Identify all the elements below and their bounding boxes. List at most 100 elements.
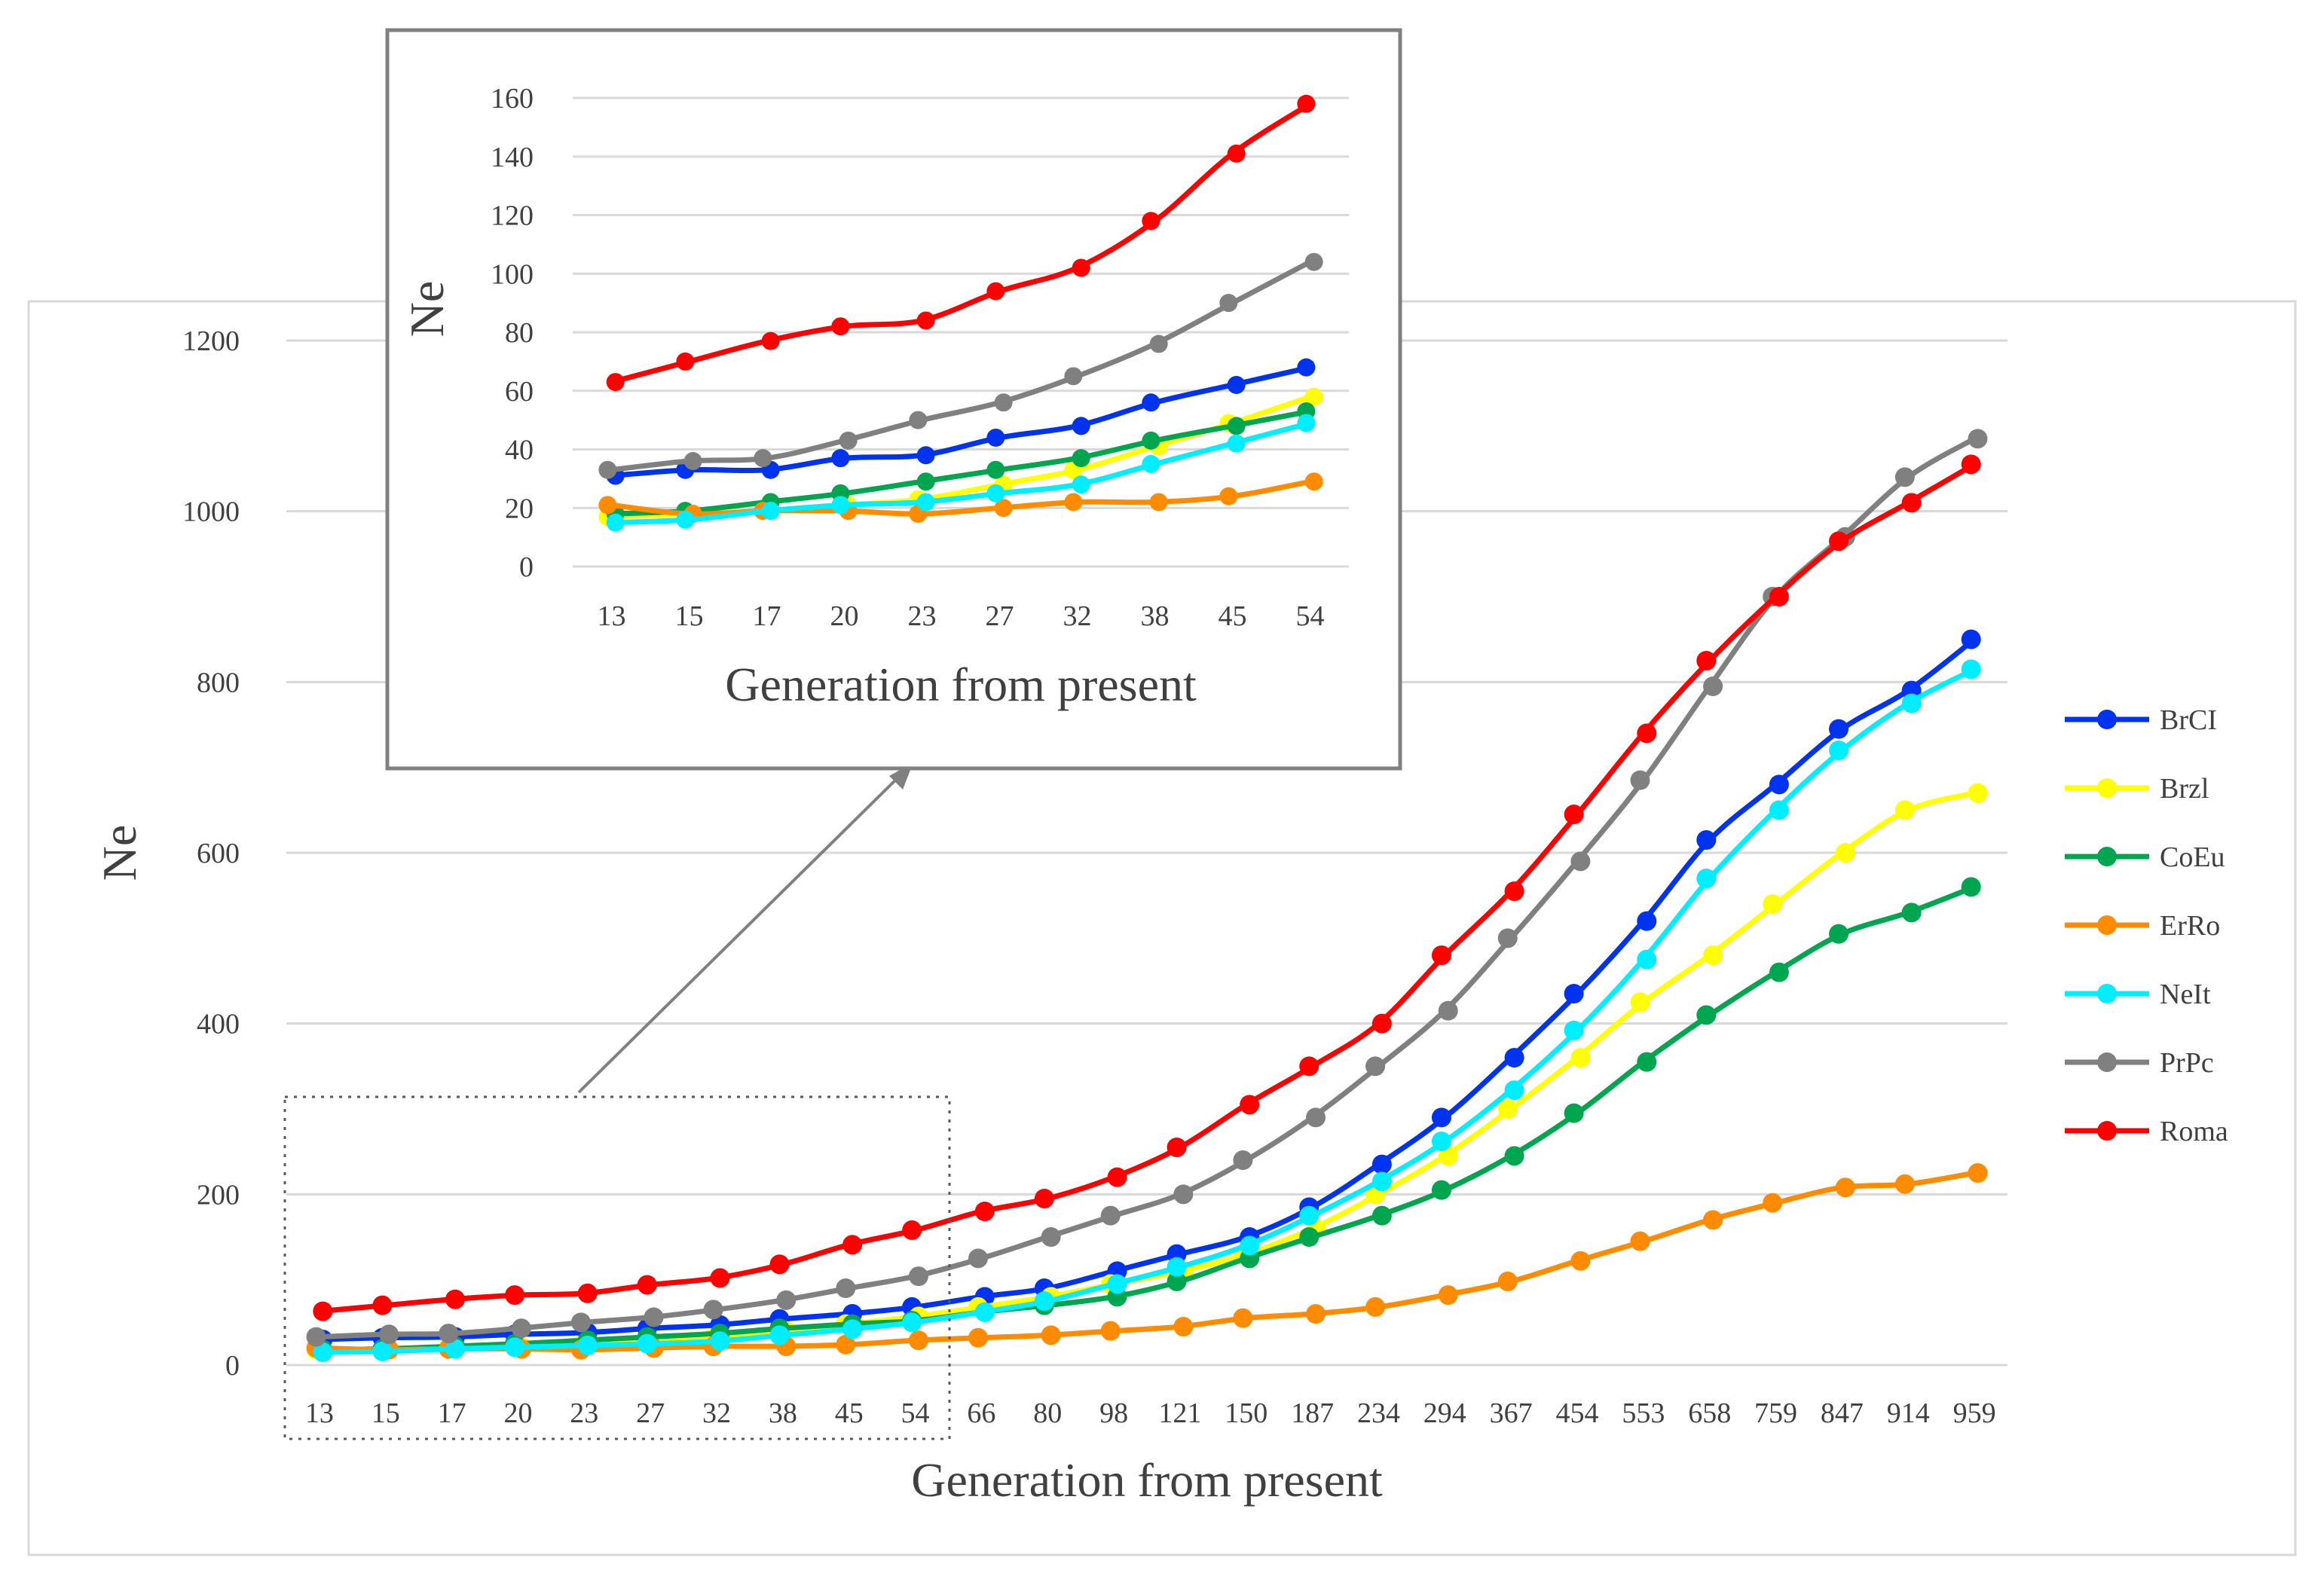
main-data-point — [902, 1220, 922, 1240]
main-x-tick-label: 367 — [1490, 1397, 1533, 1429]
main-data-point — [1034, 1291, 1054, 1311]
main-data-point — [1431, 1180, 1451, 1200]
main-x-tick-label: 234 — [1357, 1397, 1400, 1429]
inset-series-line — [609, 408, 1313, 517]
inset-data-point — [1072, 258, 1090, 277]
main-data-point — [577, 1283, 598, 1303]
main-data-point — [306, 1327, 326, 1347]
inset-y-tick-label: 60 — [505, 376, 534, 408]
inset-data-point — [1219, 294, 1238, 313]
main-data-point — [505, 1337, 525, 1358]
main-data-point — [842, 1235, 863, 1255]
main-data-point — [1041, 1227, 1061, 1247]
main-data-point — [1894, 1174, 1915, 1194]
main-x-tick-label: 454 — [1556, 1397, 1599, 1429]
main-x-tick-label: 847 — [1821, 1397, 1864, 1429]
main-y-tick-label: 600 — [197, 838, 240, 869]
main-data-point — [1703, 945, 1723, 965]
legend-label: NeIt — [2160, 979, 2211, 1010]
inset-data-point — [1219, 487, 1238, 505]
main-data-point — [1167, 1257, 1187, 1277]
main-data-point — [1306, 1304, 1326, 1324]
main-x-tick-label: 20 — [503, 1397, 532, 1429]
legend-swatch-marker — [2097, 984, 2117, 1003]
main-data-point — [1371, 1205, 1392, 1226]
main-data-point — [313, 1301, 333, 1321]
main-data-point — [1570, 1251, 1591, 1271]
main-data-point — [1299, 1227, 1319, 1247]
inset-data-point — [916, 472, 935, 491]
main-x-tick-label: 32 — [702, 1397, 731, 1429]
main-data-point — [511, 1318, 531, 1339]
main-data-point — [1173, 1184, 1194, 1205]
main-x-tick-label: 658 — [1688, 1397, 1731, 1429]
main-data-point — [1894, 800, 1915, 820]
inset-y-tick-label: 100 — [491, 258, 534, 290]
inset-data-point — [994, 499, 1013, 518]
main-data-point — [1637, 1052, 1657, 1072]
inset-data-point — [986, 428, 1005, 447]
main-data-point — [1961, 454, 1981, 475]
main-data-point — [1504, 1048, 1524, 1067]
main-data-point — [769, 1254, 790, 1275]
inset-data-point — [1072, 475, 1090, 494]
main-data-point — [637, 1333, 657, 1354]
main-data-point — [1299, 1205, 1319, 1226]
main-data-point — [1173, 1317, 1194, 1336]
main-x-tick-label: 187 — [1291, 1397, 1334, 1429]
legend-item-CoEu: CoEu — [2065, 841, 2225, 873]
inset-data-point — [916, 493, 935, 512]
inset-x-tick-label: 38 — [1141, 600, 1170, 632]
inset-data-point — [986, 484, 1005, 502]
inset-x-tick-label: 17 — [753, 600, 781, 632]
main-data-point — [372, 1295, 393, 1315]
main-data-point — [1630, 770, 1650, 790]
main-data-point — [1233, 1308, 1253, 1328]
zoom-pointer-arrow — [577, 770, 906, 1094]
main-data-point — [776, 1290, 797, 1310]
main-series-NeIt — [313, 659, 1981, 1362]
main-data-point — [1100, 1321, 1121, 1341]
legend-label: ErRo — [2160, 910, 2220, 942]
main-data-point — [1299, 1056, 1319, 1077]
inset-series-line-1 — [606, 358, 1316, 485]
inset-data-point — [1142, 212, 1160, 231]
main-data-point — [1630, 992, 1650, 1012]
main-data-point — [908, 1266, 928, 1287]
main-data-point — [1696, 1005, 1717, 1025]
main-data-point — [1371, 1154, 1392, 1174]
main-data-point — [1107, 1274, 1127, 1294]
inset-data-point — [598, 460, 617, 479]
main-data-point — [1497, 1099, 1518, 1119]
legend-label: Brzl — [2160, 773, 2209, 805]
inset-data-point — [1297, 94, 1316, 113]
main-data-point — [1504, 1080, 1524, 1101]
main-data-point — [439, 1324, 459, 1344]
main-data-point — [703, 1300, 723, 1320]
main-data-point — [1696, 869, 1717, 888]
main-x-tick-label: 45 — [835, 1397, 864, 1429]
main-data-point — [379, 1324, 399, 1345]
main-data-point — [1968, 1163, 1988, 1183]
main-x-tick-label: 121 — [1158, 1397, 1201, 1429]
legend-label: Roma — [2160, 1116, 2228, 1147]
inset-data-point — [676, 510, 695, 529]
inset-y-tick-label: 40 — [505, 435, 534, 466]
inset-series-line — [609, 420, 1313, 526]
legend-item-Brzl: Brzl — [2065, 773, 2209, 805]
inset-data-point — [1064, 367, 1083, 386]
main-data-point — [1564, 805, 1584, 824]
main-data-point — [1961, 877, 1981, 897]
main-data-point — [1371, 1171, 1392, 1192]
main-data-point — [1637, 949, 1657, 970]
main-data-point — [1504, 881, 1524, 901]
main-x-tick-label: 38 — [769, 1397, 797, 1429]
inset-y-tick-label: 80 — [505, 317, 534, 349]
main-data-point — [372, 1341, 393, 1361]
inset-data-point — [1149, 334, 1168, 353]
main-y-tick-label: 1200 — [182, 325, 240, 357]
main-data-point — [1828, 531, 1848, 551]
main-data-point — [1240, 1235, 1260, 1256]
main-data-point — [1835, 843, 1855, 863]
main-series-Roma — [313, 454, 1981, 1321]
